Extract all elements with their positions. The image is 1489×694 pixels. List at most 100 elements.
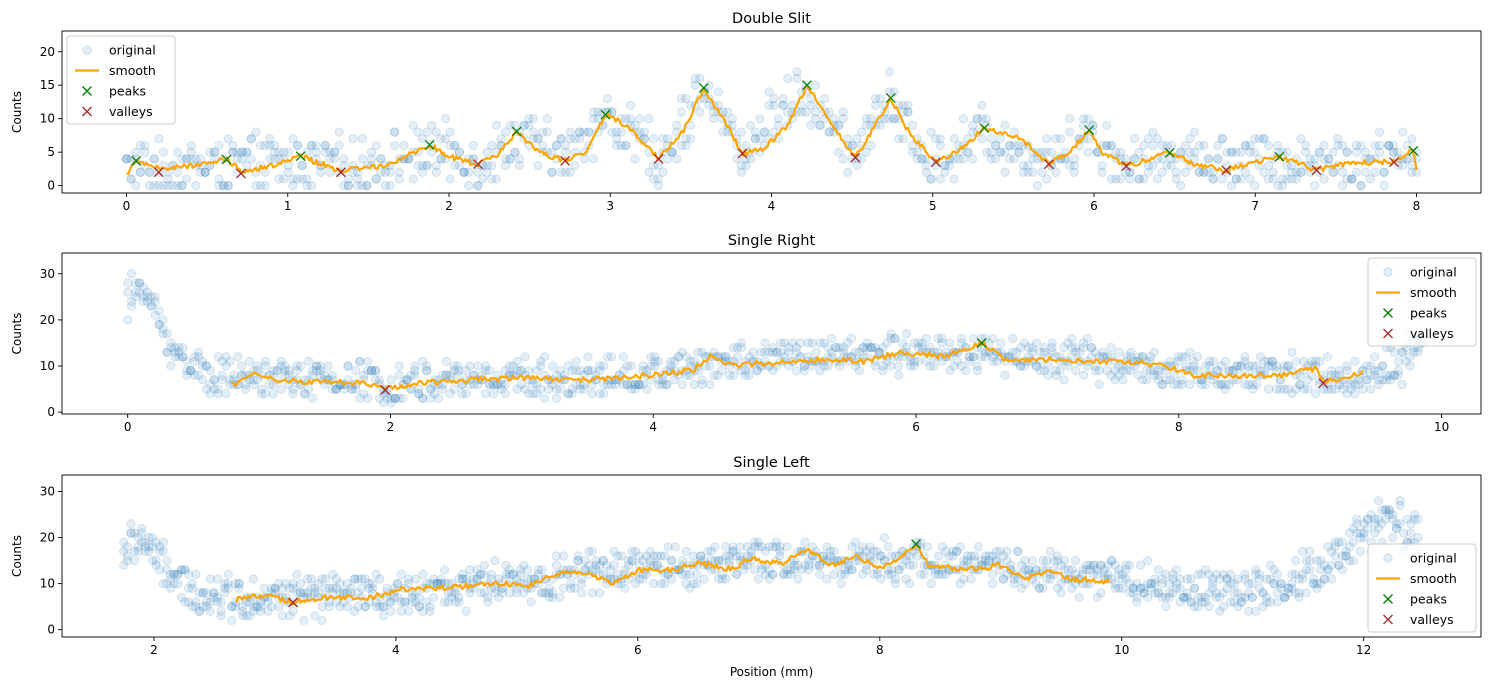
original-point [325, 154, 335, 164]
original-point [1324, 154, 1334, 164]
original-point [957, 333, 967, 343]
original-point [488, 379, 499, 390]
original-point [348, 134, 358, 144]
original-point [988, 579, 998, 589]
original-point [213, 352, 223, 362]
original-point [487, 174, 497, 184]
original-point [1407, 134, 1417, 144]
original-point [1240, 167, 1251, 177]
original-point [149, 154, 159, 164]
original-point [457, 389, 467, 399]
original-point [1231, 147, 1241, 157]
original-point [806, 100, 816, 110]
original-point [252, 375, 263, 385]
original-point [1374, 140, 1385, 151]
original-point [567, 366, 577, 376]
subplot-title: Single Right [728, 233, 816, 249]
original-point [292, 569, 302, 580]
original-point [759, 127, 770, 137]
original-point [130, 278, 141, 288]
original-point [178, 352, 188, 362]
original-point [464, 181, 474, 191]
x-tick-label: 2 [445, 199, 453, 213]
y-tick-label: 20 [40, 45, 55, 59]
original-point [1347, 174, 1357, 184]
original-point [880, 114, 890, 124]
original-point [1042, 174, 1052, 184]
original-point [126, 174, 136, 184]
original-point [366, 366, 377, 376]
original-point [276, 384, 286, 394]
original-point [884, 67, 895, 77]
original-point [721, 574, 731, 584]
y-tick-label: 0 [47, 179, 55, 193]
original-point [524, 389, 534, 399]
original-point [1231, 174, 1241, 184]
original-point [695, 107, 705, 117]
original-point [1240, 352, 1250, 362]
original-point [339, 154, 349, 164]
y-tick-label: 10 [40, 577, 55, 591]
original-point [1291, 167, 1301, 177]
original-point [481, 366, 491, 376]
original-point [1379, 167, 1389, 177]
original-point [469, 379, 479, 390]
original-point [783, 107, 793, 117]
original-point [422, 160, 432, 171]
original-point [371, 174, 381, 184]
original-point [579, 379, 589, 390]
original-point [297, 160, 307, 171]
original-point [547, 361, 558, 371]
original-point [386, 393, 396, 403]
subplot-3: Single Left Counts Position (mm) 2 4 6 8 10 12 0 1… [10, 455, 1482, 679]
original-point [217, 370, 227, 380]
peak-marker [131, 155, 142, 166]
original-point [672, 120, 682, 130]
legend-original-swatch [1383, 267, 1393, 277]
original-point [126, 519, 136, 529]
original-point [792, 73, 802, 84]
original-point [579, 154, 589, 164]
original-point [288, 389, 298, 399]
original-point [907, 140, 918, 151]
original-point [418, 356, 428, 367]
original-point [903, 100, 913, 110]
legend-label: peaks [1410, 592, 1447, 607]
original-point [233, 352, 243, 362]
original-point [695, 73, 705, 84]
original-point [588, 114, 599, 124]
original-point [168, 181, 178, 191]
original-point [1149, 347, 1159, 357]
original-point [1370, 352, 1380, 362]
original-point [327, 384, 337, 394]
x-tick-label: 8 [1175, 420, 1183, 434]
original-point [445, 389, 455, 399]
plot-area [121, 67, 1422, 191]
original-point [323, 361, 333, 371]
original-point [736, 167, 747, 177]
original-point [963, 147, 973, 157]
original-point [1407, 167, 1417, 177]
original-point [1389, 347, 1399, 357]
original-point [986, 154, 996, 164]
original-point [441, 370, 451, 380]
original-point [357, 154, 367, 164]
original-point [1129, 134, 1140, 144]
original-point [311, 140, 321, 151]
original-point [288, 384, 298, 394]
original-point [575, 366, 585, 376]
original-point [491, 174, 501, 184]
original-point [1115, 147, 1126, 157]
original-point [1217, 134, 1227, 144]
original-point [616, 127, 626, 137]
original-point [764, 100, 774, 110]
original-point [847, 140, 858, 151]
original-point [410, 361, 420, 371]
x-tick-label: 6 [1090, 199, 1098, 213]
original-point [145, 167, 155, 177]
original-point [764, 87, 774, 97]
original-point [311, 361, 322, 371]
original-point [1056, 588, 1066, 598]
original-point [977, 134, 987, 144]
original-point [170, 342, 180, 353]
